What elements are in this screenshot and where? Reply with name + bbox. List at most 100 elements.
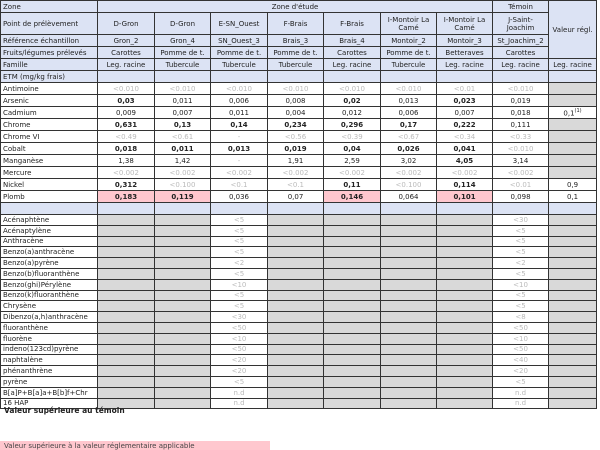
metal-name: Cadmium — [0, 106, 98, 119]
famille-label: Famille — [0, 58, 98, 71]
na-cell — [380, 289, 437, 302]
hap-row: Acénaptylène <5 <5 — [0, 224, 598, 237]
value-cell: 0,011 — [154, 94, 211, 107]
value-cell: <20 — [210, 354, 268, 367]
na-cell — [97, 278, 155, 291]
value-cell: <50 — [492, 343, 550, 356]
na-cell — [380, 267, 437, 280]
value-cell: <40 — [492, 354, 550, 367]
na-cell — [548, 214, 598, 226]
na-cell — [154, 332, 211, 345]
na-cell — [380, 375, 437, 388]
hap-row: fluorène <10 <10 — [0, 332, 598, 345]
hap-row: Dibenzo(a,h)anthracène <30 <8 — [0, 311, 598, 323]
value-cell: <0.010 — [210, 82, 268, 95]
value-cell: <5 — [210, 300, 268, 313]
na-cell — [380, 332, 437, 345]
na-cell — [154, 321, 211, 334]
value-cell: 1,42 — [154, 154, 211, 167]
value-cell: 0,018 — [97, 142, 155, 155]
hap-row: fluoranthène <50 <50 — [0, 321, 598, 334]
na-cell — [97, 224, 155, 237]
na-cell — [435, 300, 494, 313]
na-cell — [267, 224, 324, 237]
na-cell — [267, 289, 324, 302]
value-cell: 3,14 — [492, 154, 550, 167]
value-cell: 0,07 — [267, 190, 324, 203]
zone-etude-header: Zone d'étude — [96, 0, 494, 13]
value-cell: <5 — [210, 214, 268, 226]
point-label: Point de prélèvement — [0, 12, 98, 35]
na-cell — [154, 397, 211, 410]
zone-row: Zone Zone d'étude Témoin Valeur régl. — [0, 0, 598, 59]
value-cell: 0,006 — [380, 106, 437, 119]
metal-row: Plomb 0,183 0,119 0,036 0,07 0,146 0,064 0,101 0… — [0, 190, 598, 203]
value-cell: 0,026 — [380, 142, 437, 155]
value-cell: n.d — [492, 386, 550, 399]
metal-name: Chrome — [0, 118, 98, 131]
famille-cell: Tubercule — [210, 58, 268, 71]
hap-name: pyrène — [0, 375, 98, 388]
na-cell — [323, 354, 381, 367]
fruit-cell: Carottes — [97, 46, 155, 59]
na-cell — [380, 300, 437, 313]
na-cell — [154, 311, 211, 323]
na-cell — [267, 354, 324, 367]
na-cell — [267, 267, 324, 280]
separator-cell — [380, 202, 437, 215]
value-cell: 0,019 — [492, 94, 550, 107]
hap-name: Anthracène — [0, 235, 98, 248]
famille-cell: Leg. racine — [492, 58, 550, 71]
etm-cell — [548, 70, 598, 83]
regl-cell-na — [548, 166, 598, 179]
point-cell: E-SN_Ouest — [210, 12, 268, 35]
na-cell — [267, 375, 324, 388]
hap-name: Dibenzo(a,h)anthracène — [0, 311, 98, 323]
hap-name: indeno(123cd)pyrène — [0, 343, 98, 356]
na-cell — [267, 386, 324, 399]
na-cell — [548, 289, 598, 302]
na-cell — [97, 311, 155, 323]
results-table: Zone Zone d'étude Témoin Valeur régl. Point … — [0, 0, 598, 410]
famille-cell: Tubercule — [154, 58, 211, 71]
regl-cell-na — [548, 154, 598, 167]
hap-row: Benzo(a)pyrène <2 <2 — [0, 257, 598, 269]
value-cell: <0.1 — [210, 178, 268, 191]
value-cell: <0.01 — [435, 82, 494, 95]
value-cell: 0,004 — [267, 106, 324, 119]
value-cell: <5 — [210, 375, 268, 388]
na-cell — [154, 386, 211, 399]
na-cell — [97, 267, 155, 280]
value-cell: n.d — [210, 397, 268, 410]
value-cell: <0.002 — [435, 166, 494, 179]
na-cell — [380, 224, 437, 237]
metal-name: Cobalt — [0, 142, 98, 155]
value-cell: 0,119 — [154, 190, 211, 203]
metal-row: Cadmium 0,009 0,007 0,011 0,004 0,012 0,006 0,0… — [0, 106, 598, 119]
metal-name: Plomb — [0, 190, 98, 203]
value-cell: <0.010 — [267, 82, 324, 95]
etm-cell — [267, 70, 324, 83]
value-cell: <50 — [210, 343, 268, 356]
na-cell — [97, 246, 155, 259]
hap-name: fluoranthène — [0, 321, 98, 334]
na-cell — [380, 321, 437, 334]
value-cell: 0,006 — [210, 94, 268, 107]
na-cell — [97, 257, 155, 269]
value-cell: 0,146 — [323, 190, 381, 203]
na-cell — [380, 386, 437, 399]
value-cell: n.d — [492, 397, 550, 410]
etm-cell — [97, 70, 155, 83]
famille-cell: Leg. racine — [435, 58, 494, 71]
hap-name: Benzo(a)pyrène — [0, 257, 98, 269]
value-cell: 0,098 — [492, 190, 550, 203]
hap-name: B[a]P+B[a]a+B[b]f+Chr — [0, 386, 98, 399]
na-cell — [435, 224, 494, 237]
fruits-row: Fruits/légumes prélevés Carottes Pomme de … — [0, 46, 597, 59]
hap-row: Benzo(b)fluoranthène <5 <5 — [0, 267, 598, 280]
na-cell — [323, 375, 381, 388]
point-cell: J-Saint-Joachim — [492, 12, 550, 35]
ref-cell: St_Joachim_2 — [492, 34, 550, 47]
na-cell — [435, 235, 494, 248]
fruit-cell: Pomme de t. — [267, 46, 324, 59]
